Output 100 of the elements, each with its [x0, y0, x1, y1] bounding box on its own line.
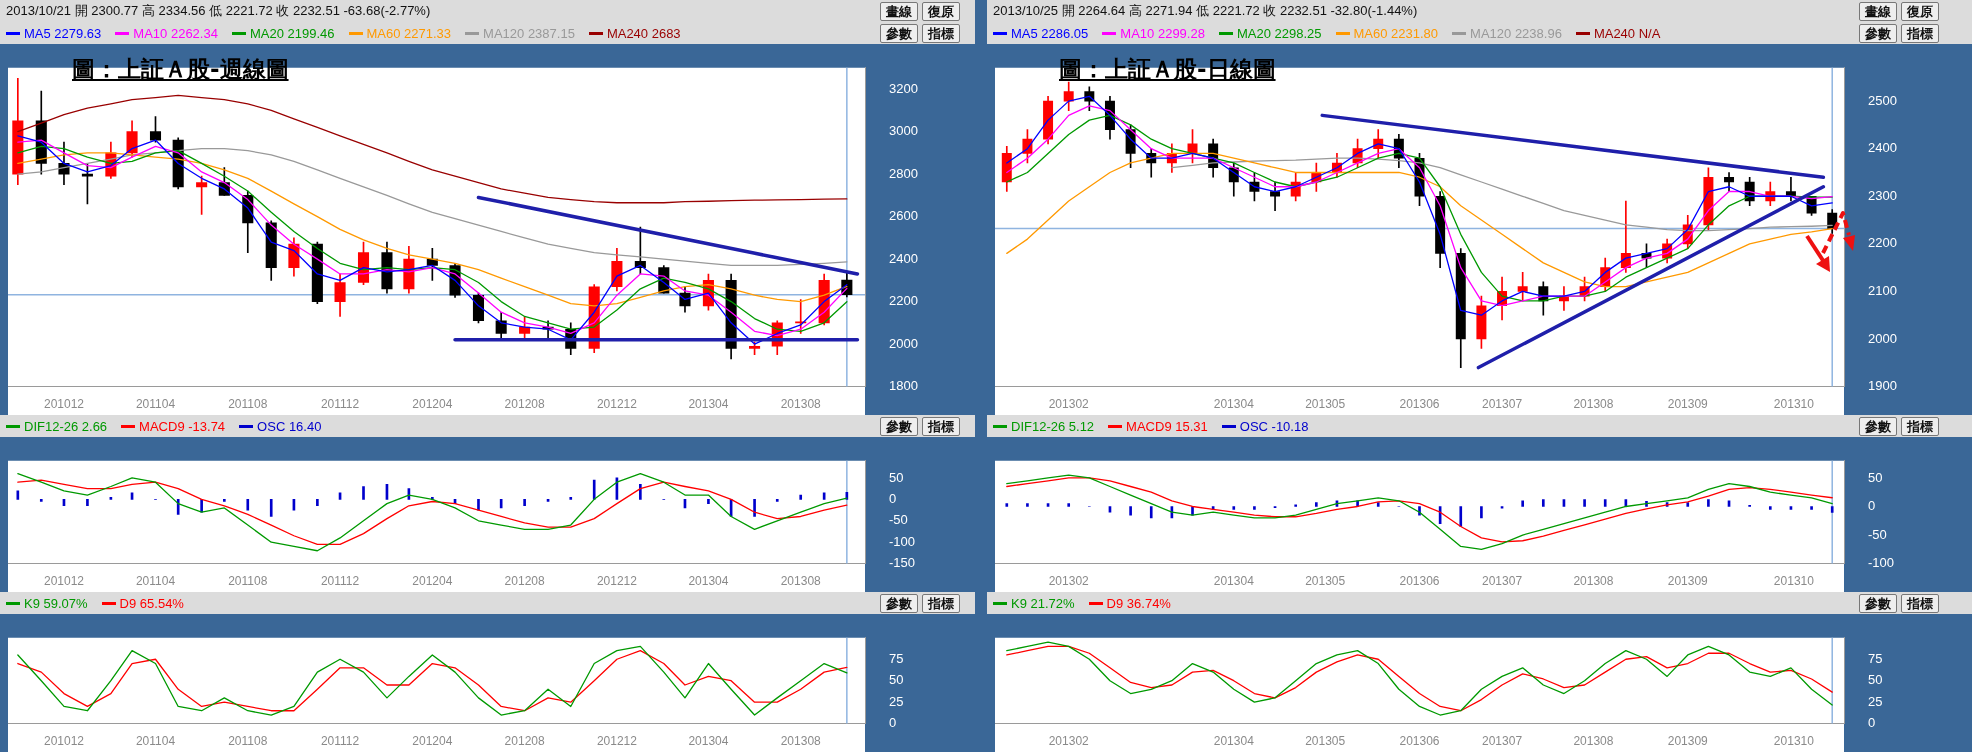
bar [1810, 506, 1813, 510]
x-tick-label: 201204 [412, 734, 453, 749]
legend-label: D9 65.54% [119, 595, 184, 611]
bar [246, 499, 250, 511]
x-tick-label: 201108 [228, 734, 268, 749]
x-tick-label: 201104 [135, 734, 176, 749]
chart-subtitle: 2013/10/21 開 2300.77 高 2334.56 低 2221.72 收 2232.51 -63.68(-2.77%) [6, 2, 431, 20]
bar [1541, 499, 1545, 507]
bar [799, 494, 803, 500]
y-tick-label: 2200 [1868, 235, 1897, 251]
legend-label: MA20 2298.25 [1236, 25, 1322, 41]
y-tick-label: -100 [889, 533, 916, 549]
legend-label: MA20 2199.46 [249, 25, 335, 41]
legend-label: MA5 2286.05 [1011, 25, 1089, 41]
legend-label: MA10 2299.28 [1120, 25, 1205, 41]
bar [1314, 502, 1318, 507]
legend-label: MA10 2262.34 [133, 25, 218, 41]
y-tick-label: 2400 [1868, 140, 1897, 156]
legend-label: K9 21.72% [1011, 595, 1075, 611]
text: 指標 [922, 23, 960, 43]
text: 復原 [1901, 1, 1939, 21]
bar [1768, 506, 1772, 510]
x-tick-label: 201306 [1399, 397, 1440, 412]
legend-label: MA5 2279.63 [24, 25, 102, 41]
x-tick-label: 201308 [780, 734, 822, 749]
y-tick-label: 50 [1868, 672, 1883, 688]
legend-label: MA240 N/A [1593, 25, 1661, 41]
y-tick-label: 3200 [889, 80, 918, 96]
legend-label: MA120 2387.15 [483, 25, 575, 41]
text: 參數 [1859, 416, 1897, 436]
text: 參數 [880, 593, 918, 613]
text: 復原 [922, 1, 960, 21]
y-tick-label: 3000 [889, 123, 918, 139]
y-tick-label: 0 [1868, 498, 1876, 514]
x-tick-label: 201208 [504, 397, 545, 412]
x-tick-label: 201308 [780, 397, 822, 412]
text: 指標 [1901, 416, 1939, 436]
y-tick-label: 25 [889, 693, 904, 709]
x-tick-label: 201304 [688, 734, 729, 749]
x-tick-label: 201305 [1305, 734, 1346, 749]
bar [1583, 499, 1586, 507]
y-tick-label: 25 [1868, 693, 1883, 709]
y-tick-label: -150 [889, 555, 916, 571]
bar [1026, 503, 1029, 507]
bar [1253, 506, 1256, 510]
y-tick-label: 2000 [889, 335, 918, 351]
chart-subtitle: 2013/10/25 開 2264.64 高 2271.94 低 2221.72 收 2232.51 -32.80(-1.44%) [993, 2, 1418, 20]
y-tick-label: 2000 [1868, 330, 1897, 346]
legend-label: MA120 2238.96 [1470, 25, 1562, 41]
x-tick-label: 201212 [596, 734, 638, 749]
legend-label: DIF12-26 5.12 [1011, 418, 1095, 434]
y-tick-label: -50 [889, 512, 908, 528]
bar [1294, 504, 1298, 507]
y-tick-label: 0 [889, 715, 897, 731]
y-tick-label: -100 [1868, 555, 1895, 571]
text: 參數 [1859, 23, 1897, 43]
x-tick-label: 201305 [1305, 574, 1346, 589]
x-tick-label: 201108 [228, 574, 268, 589]
bar [1005, 503, 1009, 507]
x-tick-label: 201012 [43, 734, 85, 749]
x-tick-label: 201306 [1399, 574, 1440, 589]
bar [753, 499, 756, 517]
y-tick-label: 2200 [889, 293, 918, 309]
y-tick-label: 1800 [889, 378, 918, 394]
y-tick-label: 1900 [1868, 378, 1897, 394]
x-tick-label: 201307 [1482, 734, 1523, 749]
bar [1232, 506, 1236, 510]
bar [269, 499, 273, 517]
text: 參數 [1859, 593, 1897, 613]
x-tick-label: 201310 [1773, 734, 1815, 749]
candlestick [1517, 272, 1528, 302]
x-tick-label: 201208 [504, 734, 545, 749]
y-tick-label: 75 [1868, 650, 1883, 666]
y-tick-label: 2100 [1868, 283, 1897, 299]
y-tick-label: 2800 [889, 165, 918, 181]
bar [1521, 500, 1525, 507]
x-tick-label: 201302 [1048, 734, 1090, 749]
x-tick-label: 201310 [1773, 397, 1815, 412]
x-tick-label: 201112 [320, 397, 360, 412]
x-tick-label: 201307 [1482, 574, 1523, 589]
x-tick-label: 201112 [320, 734, 360, 749]
y-tick-label: 0 [1868, 715, 1876, 731]
x-tick-label: 201309 [1667, 397, 1709, 412]
x-tick-label: 201204 [412, 574, 453, 589]
candlestick [1270, 181, 1281, 211]
legend-label: D9 36.74% [1106, 595, 1171, 611]
bar [1149, 506, 1153, 519]
x-tick-label: 201305 [1305, 397, 1346, 412]
y-tick-label: 0 [889, 490, 897, 506]
legend-label: MA60 2231.80 [1353, 25, 1439, 41]
x-tick-label: 201302 [1048, 574, 1090, 589]
x-tick-label: 201306 [1399, 734, 1440, 749]
x-tick-label: 201208 [504, 574, 545, 589]
x-tick-label: 201108 [228, 397, 268, 412]
x-tick-label: 201302 [1048, 397, 1090, 412]
text: 畫線 [880, 1, 918, 21]
bar [523, 499, 526, 507]
x-tick-label: 201012 [43, 397, 85, 412]
bar [1129, 506, 1132, 516]
x-tick-label: 201304 [1213, 574, 1255, 589]
